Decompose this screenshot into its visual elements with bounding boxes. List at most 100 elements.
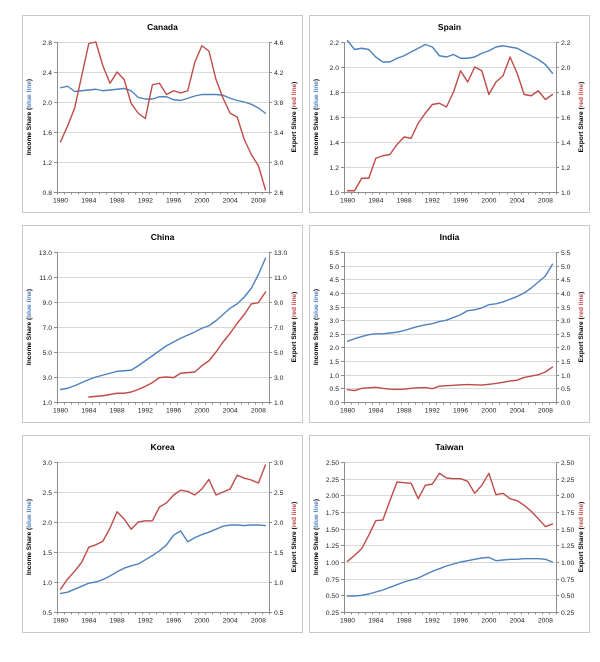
svg-text:4.0: 4.0 xyxy=(330,291,340,298)
svg-text:0.25: 0.25 xyxy=(326,610,339,617)
svg-text:5.0: 5.0 xyxy=(330,264,340,271)
svg-text:2004: 2004 xyxy=(510,618,525,625)
svg-text:Income Share (blue line): Income Share (blue line) xyxy=(26,289,33,365)
svg-text:2.0: 2.0 xyxy=(561,345,571,352)
svg-text:3.0: 3.0 xyxy=(330,318,340,325)
svg-text:2004: 2004 xyxy=(223,618,238,625)
chart-title-korea: Korea xyxy=(150,442,175,452)
svg-text:4.5: 4.5 xyxy=(561,277,571,284)
svg-text:1988: 1988 xyxy=(397,618,412,625)
svg-text:2.6: 2.6 xyxy=(274,190,284,197)
svg-text:2.0: 2.0 xyxy=(330,65,340,72)
chart-panel-india: India 0.0 0.5 1.0 1.5 2.0 2.5 3.0 3.5 4.0 4.5 5.0 5… xyxy=(309,225,590,423)
svg-text:1.2: 1.2 xyxy=(330,165,340,172)
svg-text:1.8: 1.8 xyxy=(561,90,571,97)
line-chart-taiwan: 0.25 0.50 0.75 1.00 1.25 1.50 1.75 2.00 2.25 2.50… xyxy=(313,460,585,625)
svg-text:1992: 1992 xyxy=(138,198,153,205)
svg-text:1.0: 1.0 xyxy=(274,580,284,587)
svg-text:1980: 1980 xyxy=(340,618,355,625)
line-chart-canada: 0.8 1.2 1.6 2.0 2.4 2.8 2.6 3.0 3.4 3.8 4.2 4.6 1980… xyxy=(26,40,298,205)
svg-text:7.0: 7.0 xyxy=(274,325,284,332)
chart-panel-taiwan: Taiwan 0.25 0.50 0.75 1.00 1.25 1.50 1.75 2.00 2… xyxy=(309,435,590,633)
svg-text:1984: 1984 xyxy=(81,408,96,415)
svg-text:1984: 1984 xyxy=(81,618,96,625)
svg-text:1992: 1992 xyxy=(425,198,440,205)
line-chart-korea: 0.5 1.0 1.5 2.0 2.5 3.0 0.5 1.0 1.5 2.0 2.5 3.0 1980… xyxy=(26,460,298,625)
line-chart-india: 0.0 0.5 1.0 1.5 2.0 2.5 3.0 3.5 4.0 4.5 5.0 5.5 0.0 0… xyxy=(313,250,585,415)
svg-text:1996: 1996 xyxy=(453,198,468,205)
svg-text:0.5: 0.5 xyxy=(330,386,340,393)
svg-text:1988: 1988 xyxy=(110,408,125,415)
svg-text:Income Share (blue line): Income Share (blue line) xyxy=(313,79,320,155)
chart-panel-canada: Canada 0.8 1.2 1.6 2.0 2.4 2.8 2.6 3.0 3.4 3.8 4.2… xyxy=(22,15,303,213)
svg-text:3.5: 3.5 xyxy=(330,305,340,312)
svg-text:1980: 1980 xyxy=(53,618,68,625)
svg-text:3.8: 3.8 xyxy=(274,100,284,107)
svg-text:2.5: 2.5 xyxy=(561,332,571,339)
svg-text:2.0: 2.0 xyxy=(274,520,284,527)
svg-text:1992: 1992 xyxy=(425,618,440,625)
svg-text:4.5: 4.5 xyxy=(330,277,340,284)
svg-text:4.0: 4.0 xyxy=(561,291,571,298)
svg-text:3.0: 3.0 xyxy=(274,375,284,382)
svg-text:2.0: 2.0 xyxy=(43,100,53,107)
svg-text:1.2: 1.2 xyxy=(561,165,571,172)
svg-text:1.2: 1.2 xyxy=(43,160,53,167)
svg-text:1984: 1984 xyxy=(81,198,96,205)
svg-text:3.0: 3.0 xyxy=(561,318,571,325)
svg-text:1.0: 1.0 xyxy=(561,373,571,380)
svg-text:1.4: 1.4 xyxy=(561,140,571,147)
svg-text:2.00: 2.00 xyxy=(326,493,339,500)
svg-text:0.0: 0.0 xyxy=(330,400,340,407)
svg-text:3.0: 3.0 xyxy=(43,375,53,382)
svg-text:1984: 1984 xyxy=(368,618,383,625)
svg-text:1.5: 1.5 xyxy=(43,550,53,557)
svg-text:Income Share (blue line): Income Share (blue line) xyxy=(313,289,320,365)
svg-text:1996: 1996 xyxy=(453,408,468,415)
svg-text:2.5: 2.5 xyxy=(330,332,340,339)
svg-text:1.50: 1.50 xyxy=(326,527,339,534)
svg-text:2000: 2000 xyxy=(481,198,496,205)
svg-text:2008: 2008 xyxy=(251,618,266,625)
svg-text:2004: 2004 xyxy=(510,198,525,205)
svg-text:0.75: 0.75 xyxy=(326,577,339,584)
svg-text:1980: 1980 xyxy=(53,408,68,415)
svg-text:1.25: 1.25 xyxy=(561,543,574,550)
svg-text:3.0: 3.0 xyxy=(43,460,53,467)
svg-text:Income Share (blue line): Income Share (blue line) xyxy=(26,79,33,155)
svg-text:Export Share (red line): Export Share (red line) xyxy=(578,82,585,153)
svg-text:1996: 1996 xyxy=(453,618,468,625)
svg-text:3.4: 3.4 xyxy=(274,130,284,137)
svg-text:1988: 1988 xyxy=(110,618,125,625)
svg-text:13.0: 13.0 xyxy=(274,250,287,257)
svg-text:1.50: 1.50 xyxy=(561,527,574,534)
svg-text:Export Share (red line): Export Share (red line) xyxy=(291,292,298,363)
chart-title-canada: Canada xyxy=(147,22,178,32)
svg-text:1.0: 1.0 xyxy=(43,400,53,407)
svg-text:1980: 1980 xyxy=(340,408,355,415)
svg-text:0.0: 0.0 xyxy=(561,400,571,407)
svg-text:2008: 2008 xyxy=(251,408,266,415)
svg-text:Export Share (red line): Export Share (red line) xyxy=(578,292,585,363)
svg-text:1980: 1980 xyxy=(340,198,355,205)
chart-panel-korea: Korea 0.5 1.0 1.5 2.0 2.5 3.0 0.5 1.0 1.5 2.0 2.5 3… xyxy=(22,435,303,633)
svg-text:0.50: 0.50 xyxy=(326,593,339,600)
svg-text:1.6: 1.6 xyxy=(43,130,53,137)
svg-text:2.25: 2.25 xyxy=(326,477,339,484)
svg-text:2000: 2000 xyxy=(194,198,209,205)
svg-text:0.50: 0.50 xyxy=(561,593,574,600)
svg-text:11.0: 11.0 xyxy=(39,275,52,282)
svg-text:0.8: 0.8 xyxy=(43,190,53,197)
svg-text:11.0: 11.0 xyxy=(274,275,287,282)
svg-text:1988: 1988 xyxy=(397,198,412,205)
svg-text:1.0: 1.0 xyxy=(330,373,340,380)
svg-text:Export Share (red line): Export Share (red line) xyxy=(291,82,298,153)
svg-text:9.0: 9.0 xyxy=(274,300,284,307)
svg-text:1984: 1984 xyxy=(368,408,383,415)
svg-text:1996: 1996 xyxy=(166,618,181,625)
chart-title-china: China xyxy=(150,232,175,242)
svg-text:3.0: 3.0 xyxy=(274,460,284,467)
svg-text:1988: 1988 xyxy=(397,408,412,415)
svg-text:1.00: 1.00 xyxy=(561,560,574,567)
